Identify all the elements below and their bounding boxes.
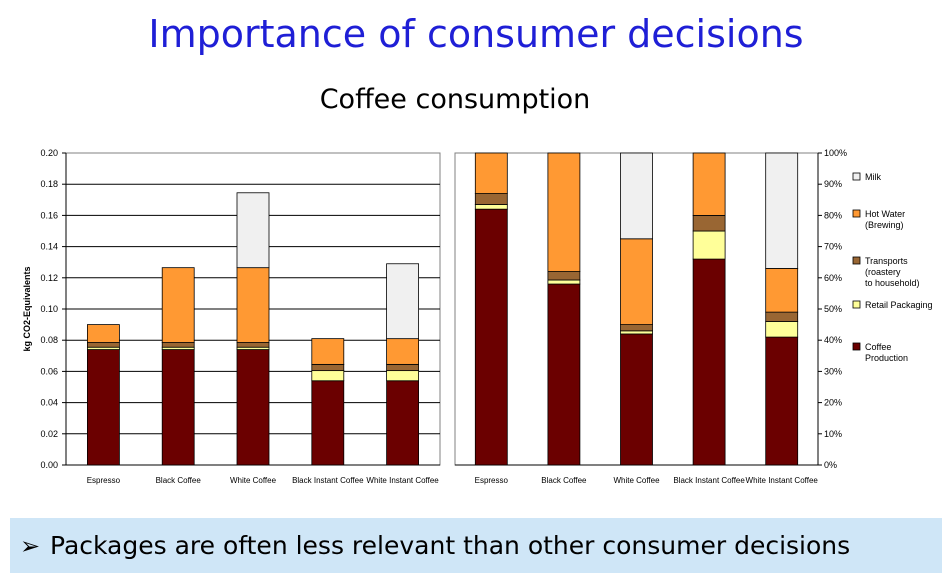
- bullet-text: Packages are often less relevant than ot…: [50, 531, 851, 560]
- legend-label-2-1: (roastery: [865, 267, 901, 277]
- right-ytick-label: 0%: [824, 460, 837, 470]
- left-bar-white-coffee-transports-roastery-to-household: [236, 342, 270, 348]
- left-bar-black-coffee-coffee-production: [161, 349, 195, 466]
- left-bar-espresso-transports-roastery-to-household: [87, 342, 120, 348]
- left-ytick-label: 0.20: [40, 148, 58, 158]
- right-ytick-label: 50%: [824, 304, 842, 314]
- chart-legend: Milk Hot Water(Brewing) Transports(roaster…: [852, 172, 933, 363]
- bullet-arrow-icon: ➢: [20, 532, 41, 560]
- right-bar-white-coffee-transports-roastery-to-household: [620, 324, 653, 332]
- right-bar-white-coffee-retail-packaging: [620, 330, 653, 335]
- legend-swatch-3: [852, 300, 861, 309]
- right-ytick-label: 20%: [824, 398, 842, 408]
- left-category-label: White Instant Coffee: [366, 476, 439, 485]
- right-ytick-label: 10%: [824, 429, 842, 439]
- left-ytick-label: 0.14: [40, 242, 58, 252]
- left-bar-espresso-coffee-production: [87, 349, 120, 466]
- chart-subtitle: Coffee consumption: [319, 84, 591, 115]
- left-ytick-label: 0.04: [40, 398, 58, 408]
- right-ytick-label: 80%: [824, 210, 842, 220]
- left-bar-white-instant-coffee-milk: [386, 263, 420, 340]
- right-ytick-label: 90%: [824, 179, 842, 189]
- left-ytick-label: 0.02: [40, 429, 58, 439]
- right-bar-black-instant-coffee-retail-packaging: [692, 230, 726, 260]
- left-category-label: Espresso: [87, 476, 121, 485]
- left-bar-black-instant-coffee-transports-roastery-to-household: [311, 363, 345, 372]
- left-ytick-label: 0.12: [40, 273, 58, 283]
- right-bar-white-instant-coffee-hot-water-brewing: [765, 268, 799, 313]
- legend-label-1-1: (Brewing): [865, 220, 904, 230]
- right-bar-black-coffee-hot-water-brewing: [547, 152, 581, 272]
- left-ylabel: kg CO2-Equivalents: [22, 266, 32, 351]
- left-bar-black-instant-coffee-hot-water-brewing: [311, 338, 345, 365]
- right-bar-white-coffee-milk: [620, 152, 653, 240]
- left-bar-white-coffee-coffee-production: [236, 349, 270, 466]
- right-bar-white-coffee-coffee-production: [620, 333, 653, 466]
- slide-title: Importance of consumer decisions: [148, 12, 804, 56]
- left-ytick-label: 0.10: [40, 304, 58, 314]
- legend-label-2-2: to household): [865, 278, 920, 288]
- right-category-label: Black Coffee: [541, 476, 587, 485]
- legend-label-1-0: Hot Water: [865, 209, 905, 219]
- legend-swatch-4: [852, 342, 861, 351]
- left-bar-white-instant-coffee-hot-water-brewing: [386, 338, 420, 365]
- left-ytick-label: 0.06: [40, 366, 58, 376]
- left-bar-white-instant-coffee-coffee-production: [386, 380, 420, 466]
- legend-label-4-0: Coffee: [865, 342, 891, 352]
- right-bar-black-coffee-transports-roastery-to-household: [547, 271, 581, 281]
- right-bar-black-instant-coffee-coffee-production: [692, 258, 726, 466]
- legend-label-4-1: Production: [865, 353, 908, 363]
- right-bar-white-instant-coffee-retail-packaging: [765, 321, 799, 338]
- bullet-band: [10, 518, 942, 573]
- legend-swatch-2: [852, 256, 861, 265]
- left-bar-black-coffee-transports-roastery-to-household: [161, 342, 195, 348]
- left-ytick-label: 0.08: [40, 335, 58, 345]
- left-ytick-label: 0.00: [40, 460, 58, 470]
- absolute-emissions-chart: 0.00 0.02 0.04 0.06 0.08 0.10 0.12 0.14 0.16 0.18…: [22, 148, 441, 485]
- right-category-label: Black Instant Coffee: [673, 476, 745, 485]
- left-bar-white-coffee-hot-water-brewing: [236, 267, 270, 343]
- left-ytick-label: 0.18: [40, 179, 58, 189]
- left-bar-black-instant-coffee-coffee-production: [311, 380, 345, 466]
- left-ytick-label: 0.16: [40, 210, 58, 220]
- left-category-label: Black Coffee: [156, 476, 202, 485]
- right-bar-white-coffee-hot-water-brewing: [620, 238, 653, 326]
- right-bar-white-instant-coffee-coffee-production: [765, 336, 799, 466]
- left-bar-white-instant-coffee-retail-packaging: [386, 370, 420, 382]
- right-ytick-label: 30%: [824, 366, 842, 376]
- legend-label-0-0: Milk: [865, 172, 881, 182]
- legend-swatch-1: [852, 209, 861, 218]
- right-bar-black-instant-coffee-transports-roastery-to-household: [692, 215, 726, 232]
- left-bar-white-instant-coffee-transports-roastery-to-household: [386, 363, 420, 372]
- right-ytick-label: 60%: [824, 273, 842, 283]
- right-ytick-label: 70%: [824, 242, 842, 252]
- right-bar-espresso-hot-water-brewing: [474, 152, 508, 194]
- right-ytick-label: 40%: [824, 335, 842, 345]
- right-bar-espresso-coffee-production: [474, 208, 508, 466]
- right-bar-espresso-retail-packaging: [474, 204, 508, 210]
- percentage-share-chart: 0% 10% 20% 30% 40% 50% 60% 70% 80% 90% 100% Espress…: [454, 148, 847, 485]
- left-bar-black-instant-coffee-retail-packaging: [311, 370, 345, 382]
- right-category-label: White Instant Coffee: [746, 476, 819, 485]
- legend-label-3-0: Retail Packaging: [865, 300, 933, 310]
- right-bar-black-coffee-retail-packaging: [547, 279, 581, 285]
- left-bar-espresso-hot-water-brewing: [87, 324, 120, 343]
- left-bar-black-coffee-hot-water-brewing: [161, 267, 195, 343]
- left-category-label: White Coffee: [230, 476, 277, 485]
- right-bar-black-coffee-coffee-production: [547, 283, 581, 466]
- right-category-label: Espresso: [475, 476, 509, 485]
- right-bar-white-instant-coffee-transports-roastery-to-household: [765, 311, 799, 322]
- left-category-label: Black Instant Coffee: [292, 476, 364, 485]
- legend-swatch-0: [852, 172, 861, 181]
- right-bar-espresso-transports-roastery-to-household: [474, 193, 508, 205]
- right-category-label: White Coffee: [613, 476, 660, 485]
- left-bar-white-coffee-milk: [236, 192, 270, 269]
- legend-label-2-0: Transports: [865, 256, 908, 266]
- right-bar-white-instant-coffee-milk: [765, 152, 799, 269]
- right-bar-black-instant-coffee-hot-water-brewing: [692, 152, 726, 216]
- coffee-charts: 0.00 0.02 0.04 0.06 0.08 0.10 0.12 0.14 0.16 0.18…: [22, 148, 933, 485]
- right-ytick-label: 100%: [824, 148, 847, 158]
